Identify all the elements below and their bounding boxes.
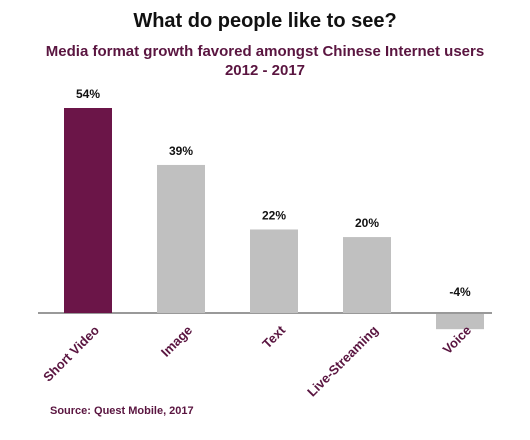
category-label: Short Video [40, 322, 102, 384]
value-label: 22% [262, 208, 286, 222]
value-label: 54% [76, 87, 100, 101]
value-label: -4% [449, 285, 471, 299]
bar-text [250, 229, 298, 313]
bar-live-streaming [343, 237, 391, 313]
category-label: Text [259, 322, 288, 351]
source-note: Source: Quest Mobile, 2017 [50, 405, 194, 417]
bar-short-video [64, 108, 112, 313]
chart-title: What do people like to see? [133, 10, 397, 32]
category-label: Live-Streaming [304, 322, 381, 399]
value-label: 39% [169, 144, 193, 158]
chart-subtitle: Media format growth favored amongst Chin… [45, 43, 485, 79]
bar-image [157, 164, 205, 313]
value-label: 20% [355, 216, 379, 230]
category-label: Image [158, 323, 195, 360]
bar-voice [436, 314, 484, 330]
